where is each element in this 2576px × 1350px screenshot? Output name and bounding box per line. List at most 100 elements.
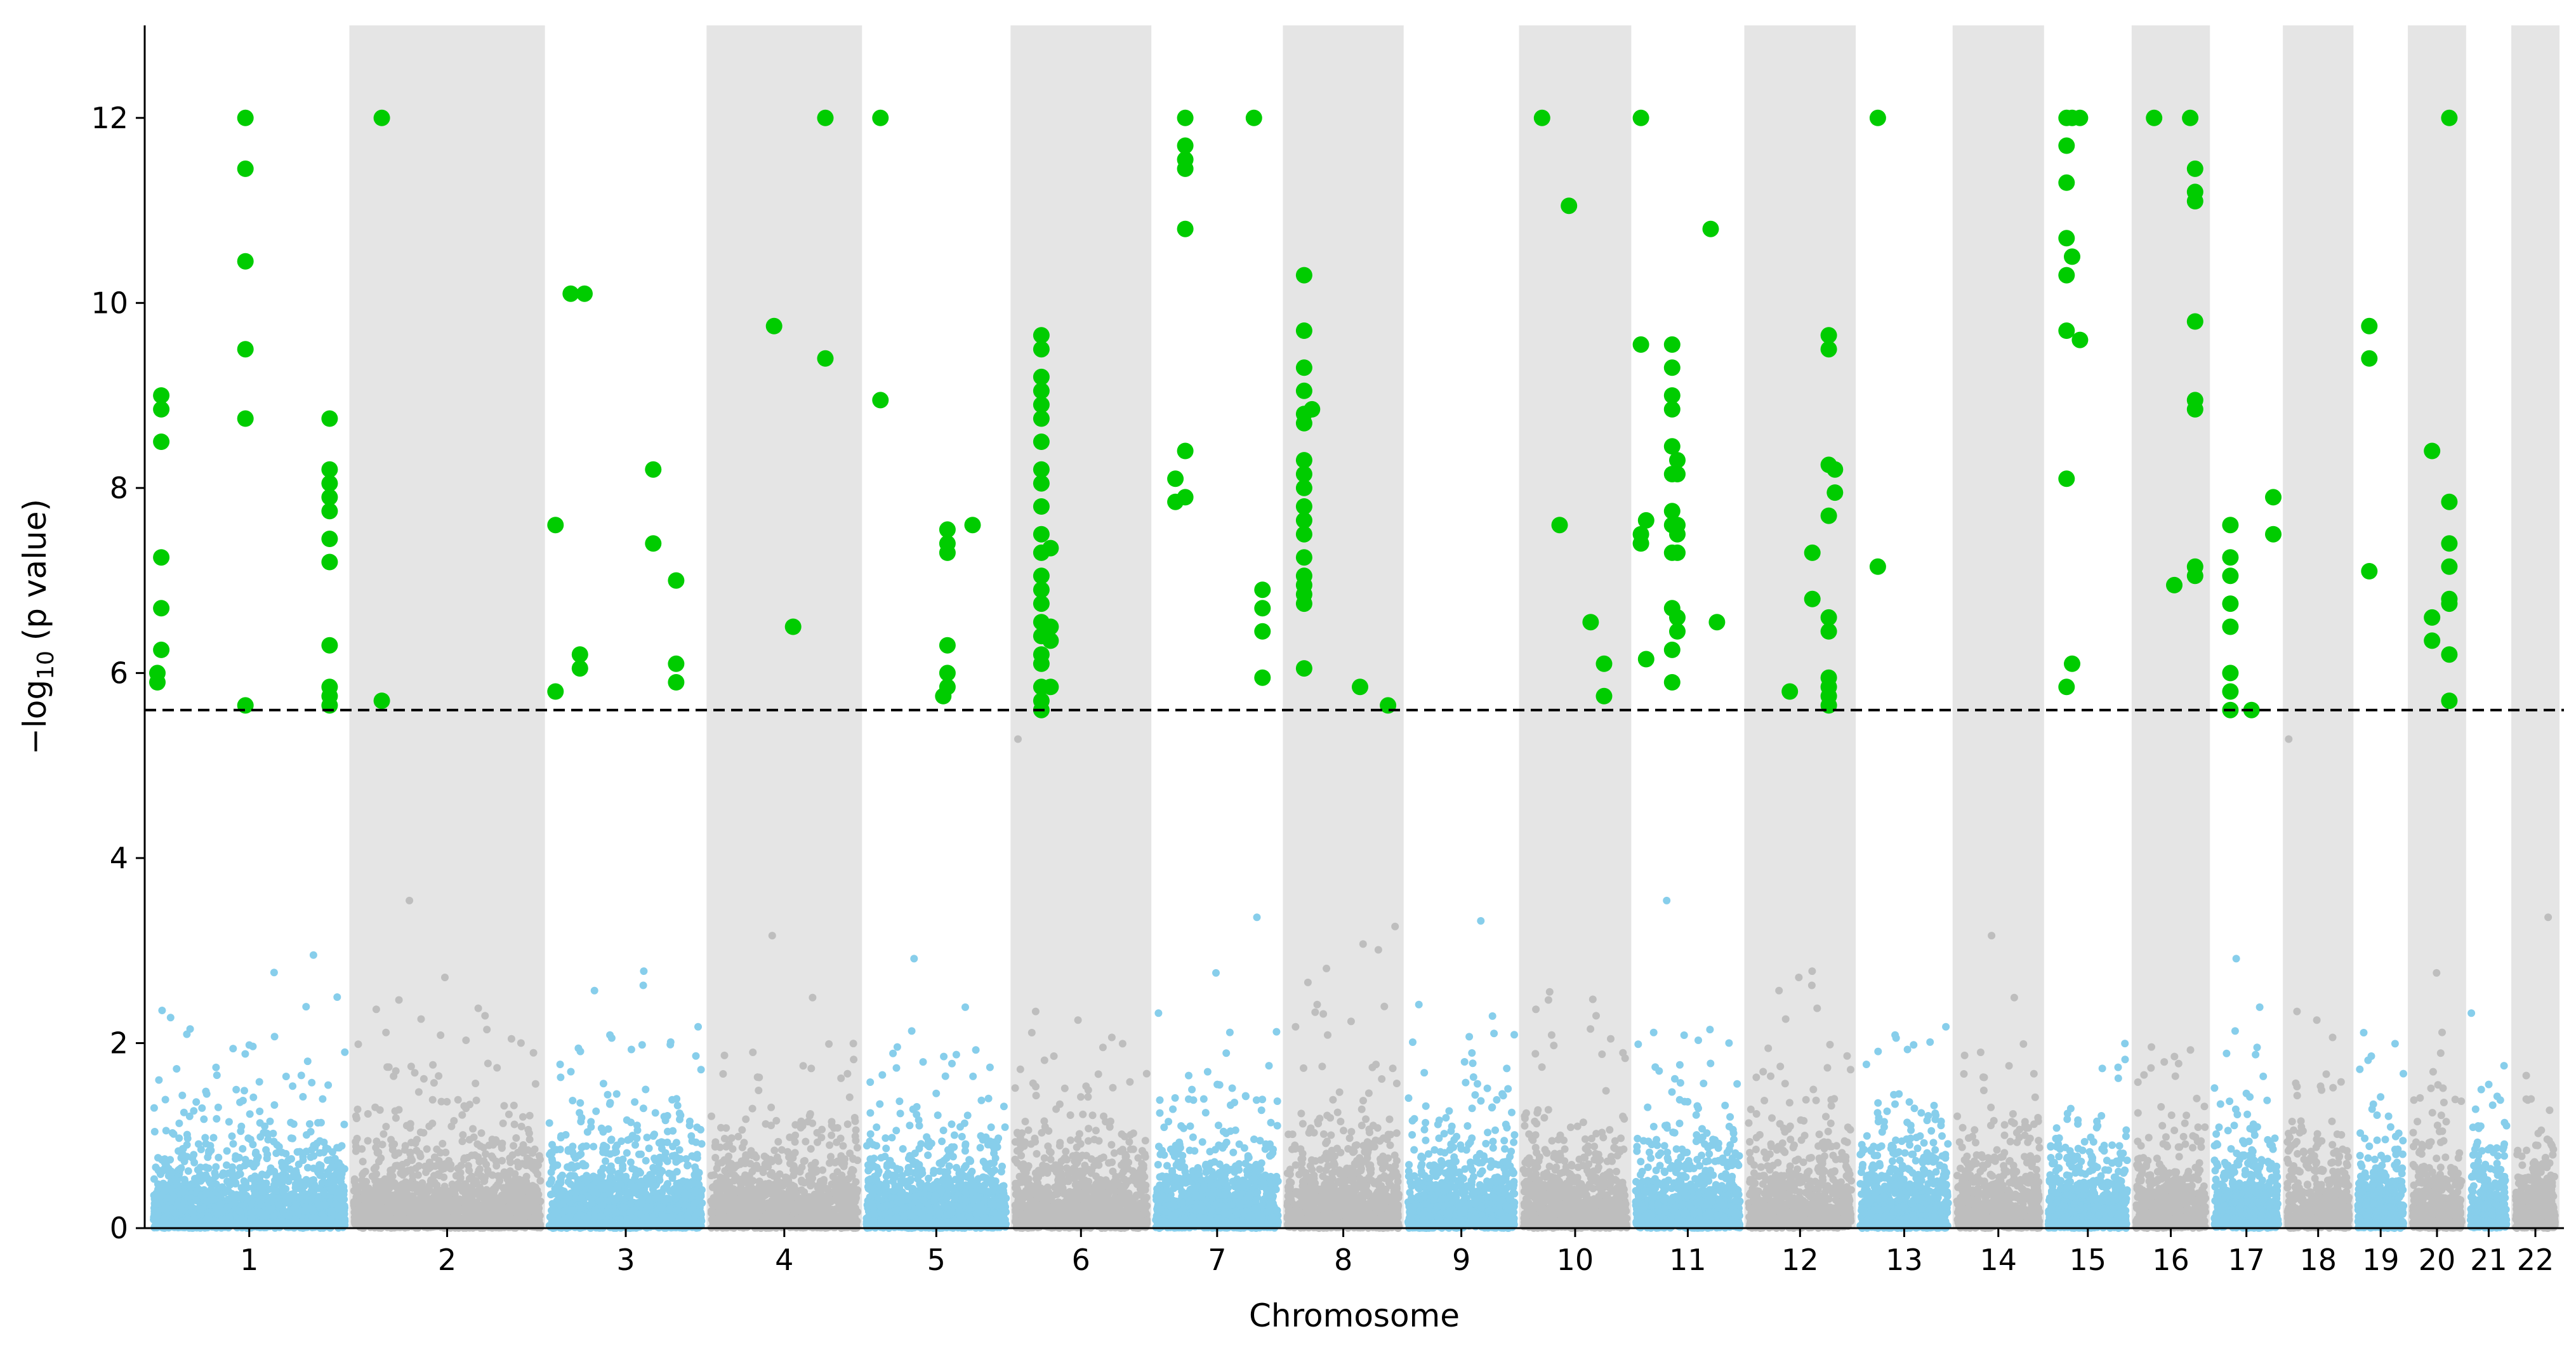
background-point bbox=[223, 1161, 230, 1169]
background-point bbox=[282, 1073, 290, 1080]
background-point bbox=[327, 1207, 335, 1215]
background-point bbox=[603, 1208, 611, 1215]
background-point bbox=[155, 1076, 163, 1084]
background-point bbox=[272, 1149, 281, 1157]
background-point bbox=[450, 1116, 458, 1125]
background-point bbox=[185, 1112, 194, 1120]
background-point bbox=[311, 1182, 319, 1191]
background-point bbox=[575, 1151, 583, 1160]
background-point bbox=[241, 1156, 249, 1163]
background-point bbox=[546, 1180, 553, 1188]
background-point bbox=[198, 1104, 206, 1112]
background-point bbox=[487, 1152, 496, 1160]
background-point bbox=[645, 1144, 653, 1153]
background-point bbox=[252, 1160, 260, 1167]
background-point bbox=[695, 1181, 703, 1189]
background-point bbox=[320, 1189, 328, 1196]
background-point bbox=[354, 1040, 362, 1049]
background-point bbox=[619, 1165, 627, 1173]
background-point bbox=[460, 1154, 468, 1162]
background-point bbox=[204, 1222, 213, 1231]
background-point bbox=[179, 1188, 187, 1196]
background-point bbox=[597, 1181, 605, 1189]
background-point bbox=[150, 1175, 158, 1183]
background-point bbox=[401, 1146, 409, 1154]
background-point bbox=[210, 1195, 218, 1203]
background-point bbox=[475, 1206, 483, 1214]
background-point bbox=[565, 1172, 574, 1181]
background-point bbox=[555, 1217, 564, 1225]
background-point bbox=[221, 1170, 229, 1178]
background-point bbox=[270, 969, 278, 977]
background-point bbox=[558, 1200, 567, 1208]
background-point bbox=[258, 1188, 267, 1196]
background-point bbox=[251, 1172, 259, 1181]
background-point bbox=[624, 1219, 632, 1228]
background-point bbox=[515, 1214, 524, 1222]
background-point bbox=[175, 1134, 183, 1142]
background-point bbox=[241, 1050, 249, 1058]
background-point bbox=[517, 1039, 525, 1047]
background-point bbox=[307, 1128, 315, 1135]
background-point bbox=[229, 1045, 237, 1053]
background-point bbox=[631, 1141, 639, 1149]
background-point bbox=[623, 1149, 631, 1157]
background-point bbox=[215, 1153, 223, 1161]
background-point bbox=[371, 1103, 380, 1111]
background-point bbox=[510, 1120, 519, 1128]
background-point bbox=[228, 1132, 236, 1141]
background-point bbox=[180, 1108, 188, 1116]
background-point bbox=[173, 1200, 182, 1208]
background-point bbox=[529, 1049, 538, 1057]
background-point bbox=[631, 1098, 639, 1106]
background-point bbox=[212, 1063, 220, 1071]
background-point bbox=[419, 1128, 428, 1137]
background-point bbox=[419, 1075, 428, 1083]
background-point bbox=[684, 1161, 692, 1170]
background-point bbox=[692, 1052, 700, 1060]
background-point bbox=[531, 1080, 539, 1088]
background-point bbox=[673, 1101, 682, 1109]
background-point bbox=[394, 1200, 402, 1208]
background-point bbox=[455, 1220, 463, 1228]
background-point bbox=[251, 1149, 260, 1158]
background-point bbox=[270, 1033, 279, 1041]
background-point bbox=[150, 1104, 158, 1112]
background-point bbox=[204, 1164, 213, 1172]
background-point bbox=[239, 1193, 247, 1201]
background-point bbox=[694, 1022, 702, 1031]
background-point bbox=[338, 1142, 346, 1150]
background-point bbox=[299, 1156, 307, 1164]
background-point bbox=[340, 1214, 348, 1221]
background-point bbox=[385, 1063, 393, 1071]
background-point bbox=[666, 1038, 675, 1046]
background-point bbox=[515, 1191, 523, 1198]
background-point bbox=[680, 1201, 689, 1210]
background-point bbox=[160, 1205, 168, 1213]
background-point bbox=[294, 1193, 302, 1201]
background-point bbox=[475, 1158, 484, 1166]
background-point bbox=[359, 1158, 367, 1166]
background-point bbox=[256, 1108, 264, 1115]
background-point bbox=[163, 1194, 171, 1202]
background-point bbox=[576, 1099, 585, 1107]
background-point bbox=[664, 1180, 671, 1188]
background-point bbox=[465, 1135, 473, 1144]
background-point bbox=[646, 1176, 654, 1184]
background-point bbox=[263, 1171, 271, 1179]
background-point bbox=[505, 1110, 513, 1118]
background-point bbox=[484, 1059, 492, 1068]
background-point bbox=[368, 1172, 376, 1181]
background-point bbox=[158, 1007, 166, 1014]
background-point bbox=[294, 1179, 303, 1187]
background-point bbox=[557, 1132, 565, 1140]
background-point bbox=[536, 1177, 545, 1185]
background-point bbox=[462, 1036, 470, 1044]
background-point bbox=[642, 1085, 650, 1094]
background-point bbox=[660, 1153, 668, 1161]
background-point bbox=[439, 1139, 447, 1148]
background-point bbox=[403, 1158, 411, 1167]
background-point bbox=[427, 1176, 435, 1184]
background-point bbox=[668, 1172, 677, 1181]
